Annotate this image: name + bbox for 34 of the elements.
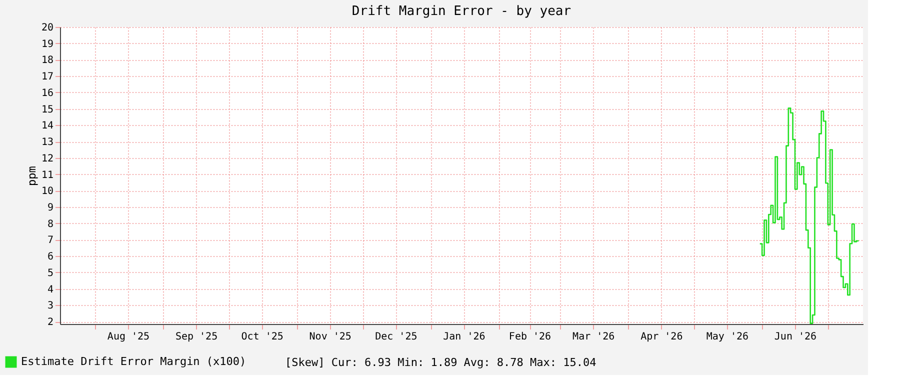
- chart-title: Drift Margin Error - by year: [352, 4, 572, 19]
- y-tick-label: 8: [47, 218, 54, 230]
- y-tick-label: 9: [47, 202, 54, 214]
- x-tick-label: Oct '25: [241, 332, 284, 342]
- y-tick-label: 13: [41, 137, 54, 148]
- y-tick-label: 19: [41, 38, 54, 50]
- y-tick-label: 7: [47, 235, 54, 246]
- x-tick-label: Nov '25: [309, 332, 352, 342]
- y-tick-label: 3: [47, 300, 54, 312]
- y-tick-label: 20: [41, 22, 54, 34]
- y-axis-title: ppm: [25, 166, 38, 186]
- x-tick-label: Sep '25: [175, 332, 218, 342]
- y-tick-label: 4: [47, 284, 54, 296]
- text: [Skew] Cur: 6.93 Min: 1.89 Avg: 8.78 Max: 15.04: [285, 356, 597, 369]
- y-tick-label: 14: [41, 120, 54, 132]
- y-tick-label: 16: [41, 88, 54, 99]
- x-tick-label: Dec '25: [375, 332, 418, 342]
- y-tick-label: 5: [47, 268, 54, 279]
- y-tick-label: 11: [41, 170, 54, 181]
- y-tick-label: 12: [41, 153, 54, 164]
- x-tick-label: Mar '26: [572, 332, 615, 342]
- x-tick-label: Apr '26: [640, 332, 683, 342]
- x-tick-label: Feb '26: [508, 332, 552, 342]
- legend-label: Estimate Drift Error Margin (x100): [21, 355, 246, 368]
- y-tick-label: 10: [41, 186, 54, 198]
- x-tick-label: May '26: [706, 332, 749, 342]
- y-tick-label: 2: [47, 317, 54, 328]
- y-tick-label: 6: [47, 252, 54, 263]
- y-tick-label: 18: [41, 55, 54, 66]
- y-tick-label: 15: [41, 104, 54, 116]
- y-tick-label: 17: [41, 72, 54, 83]
- x-tick-label: Jan '26: [443, 332, 486, 342]
- x-tick-label: Jun '26: [774, 332, 817, 342]
- x-tick-label: Aug '25: [107, 332, 150, 342]
